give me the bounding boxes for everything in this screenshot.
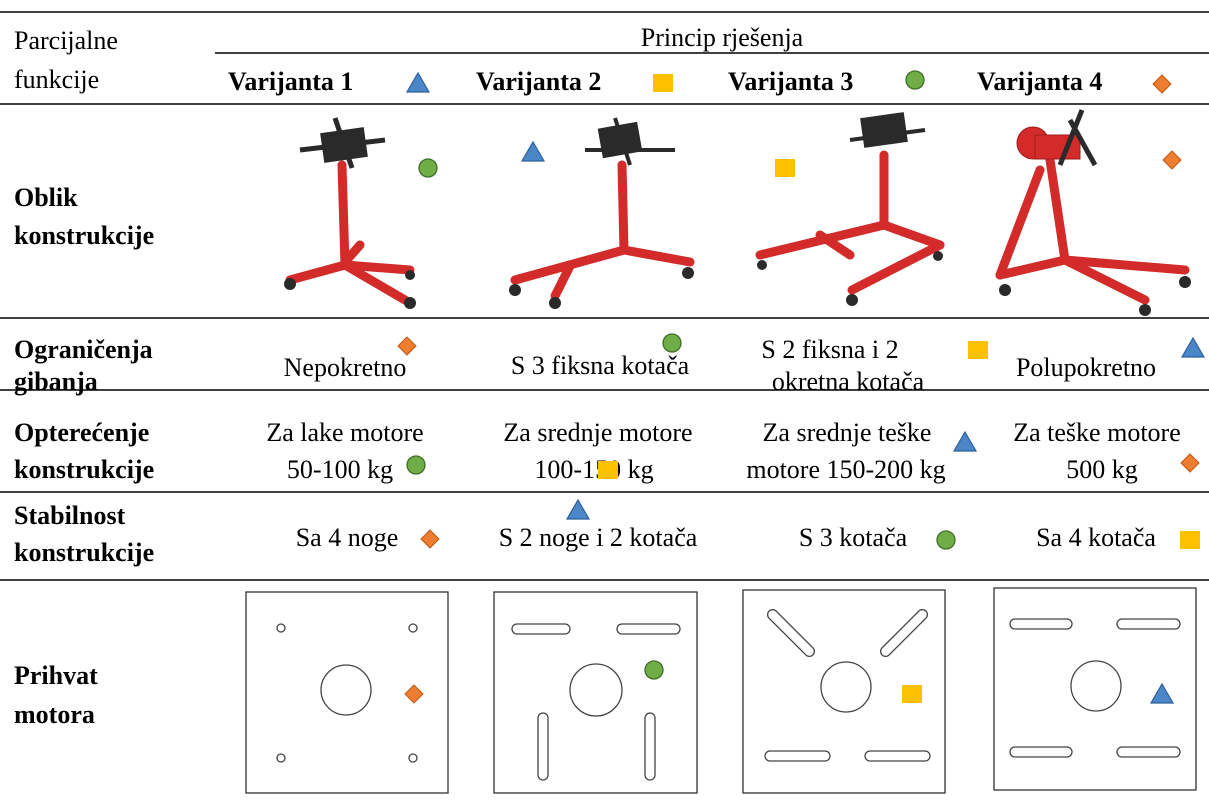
cell-text: Za teške motore bbox=[1013, 418, 1181, 447]
triangle-icon bbox=[406, 72, 430, 93]
cell-text: Polupokretno bbox=[1016, 353, 1156, 382]
cell-text: Nepokretno bbox=[284, 353, 407, 382]
engine-stand-image bbox=[509, 117, 695, 309]
engine-stand-image bbox=[995, 109, 1191, 316]
cell-text: Sa 4 kotača bbox=[1036, 523, 1156, 552]
engine-stand-image bbox=[284, 117, 416, 309]
circle-icon bbox=[905, 70, 925, 90]
variant-header: Varijanta 2 bbox=[476, 67, 601, 96]
cell-text: S 2 fiksna i 2 bbox=[761, 335, 898, 364]
row-label: motora bbox=[14, 700, 95, 729]
triangle-icon bbox=[953, 431, 977, 452]
diamond-icon bbox=[1152, 74, 1172, 94]
square-icon bbox=[902, 685, 922, 703]
cell-text: motore 150-200 kg bbox=[746, 455, 945, 484]
mounting-plate bbox=[993, 587, 1197, 791]
square-icon bbox=[598, 461, 618, 479]
row-label: gibanja bbox=[14, 367, 98, 396]
circle-icon bbox=[644, 660, 664, 680]
cell-text: Za srednje teške bbox=[763, 418, 932, 447]
row-label: Prihvat bbox=[14, 661, 98, 690]
variant-header: Varijanta 1 bbox=[228, 67, 353, 96]
cell-text: S 3 kotača bbox=[799, 523, 908, 552]
row-label: Opterećenje bbox=[14, 418, 149, 447]
circle-icon bbox=[406, 455, 426, 475]
mounting-plate bbox=[493, 591, 698, 794]
header-title: Princip rješenja bbox=[641, 23, 804, 52]
square-icon bbox=[968, 341, 988, 359]
triangle-icon bbox=[566, 499, 590, 520]
cell-text: 50-100 kg bbox=[287, 455, 393, 484]
square-icon bbox=[1180, 531, 1200, 549]
cell-text: 500 kg bbox=[1066, 455, 1138, 484]
triangle-icon bbox=[1181, 337, 1205, 358]
triangle-icon bbox=[521, 141, 545, 162]
cell-text: Sa 4 noge bbox=[296, 523, 399, 552]
variant-header: Varijanta 3 bbox=[728, 67, 853, 96]
row-label: konstrukcije bbox=[14, 455, 154, 484]
circle-icon bbox=[662, 333, 682, 353]
cell-text: S 2 noge i 2 kotača bbox=[499, 523, 698, 552]
circle-icon bbox=[418, 158, 438, 178]
diamond-icon bbox=[1162, 150, 1182, 170]
row-label: Ograničenja bbox=[14, 335, 153, 364]
row-label: konstrukcije bbox=[14, 221, 154, 250]
header-cell: funkcije bbox=[14, 65, 99, 94]
cell-text: 100-150 kg bbox=[534, 455, 653, 484]
cell-text: S 3 fiksna kotača bbox=[511, 351, 690, 380]
row-label: konstrukcije bbox=[14, 538, 154, 567]
cell-text: Za srednje motore bbox=[503, 418, 692, 447]
circle-icon bbox=[936, 530, 956, 550]
row-label: Oblik bbox=[14, 183, 78, 212]
cell-text: okretna kotača bbox=[772, 367, 925, 396]
header-cell: Parcijalne bbox=[14, 26, 118, 55]
engine-stand-image bbox=[755, 112, 945, 306]
square-icon bbox=[653, 74, 673, 92]
square-icon bbox=[775, 159, 795, 177]
diamond-icon bbox=[1180, 453, 1200, 473]
cell-text: Za lake motore bbox=[266, 418, 423, 447]
diamond-icon bbox=[420, 529, 440, 549]
row-label: Stabilnost bbox=[14, 501, 126, 530]
variant-header: Varijanta 4 bbox=[977, 67, 1102, 96]
